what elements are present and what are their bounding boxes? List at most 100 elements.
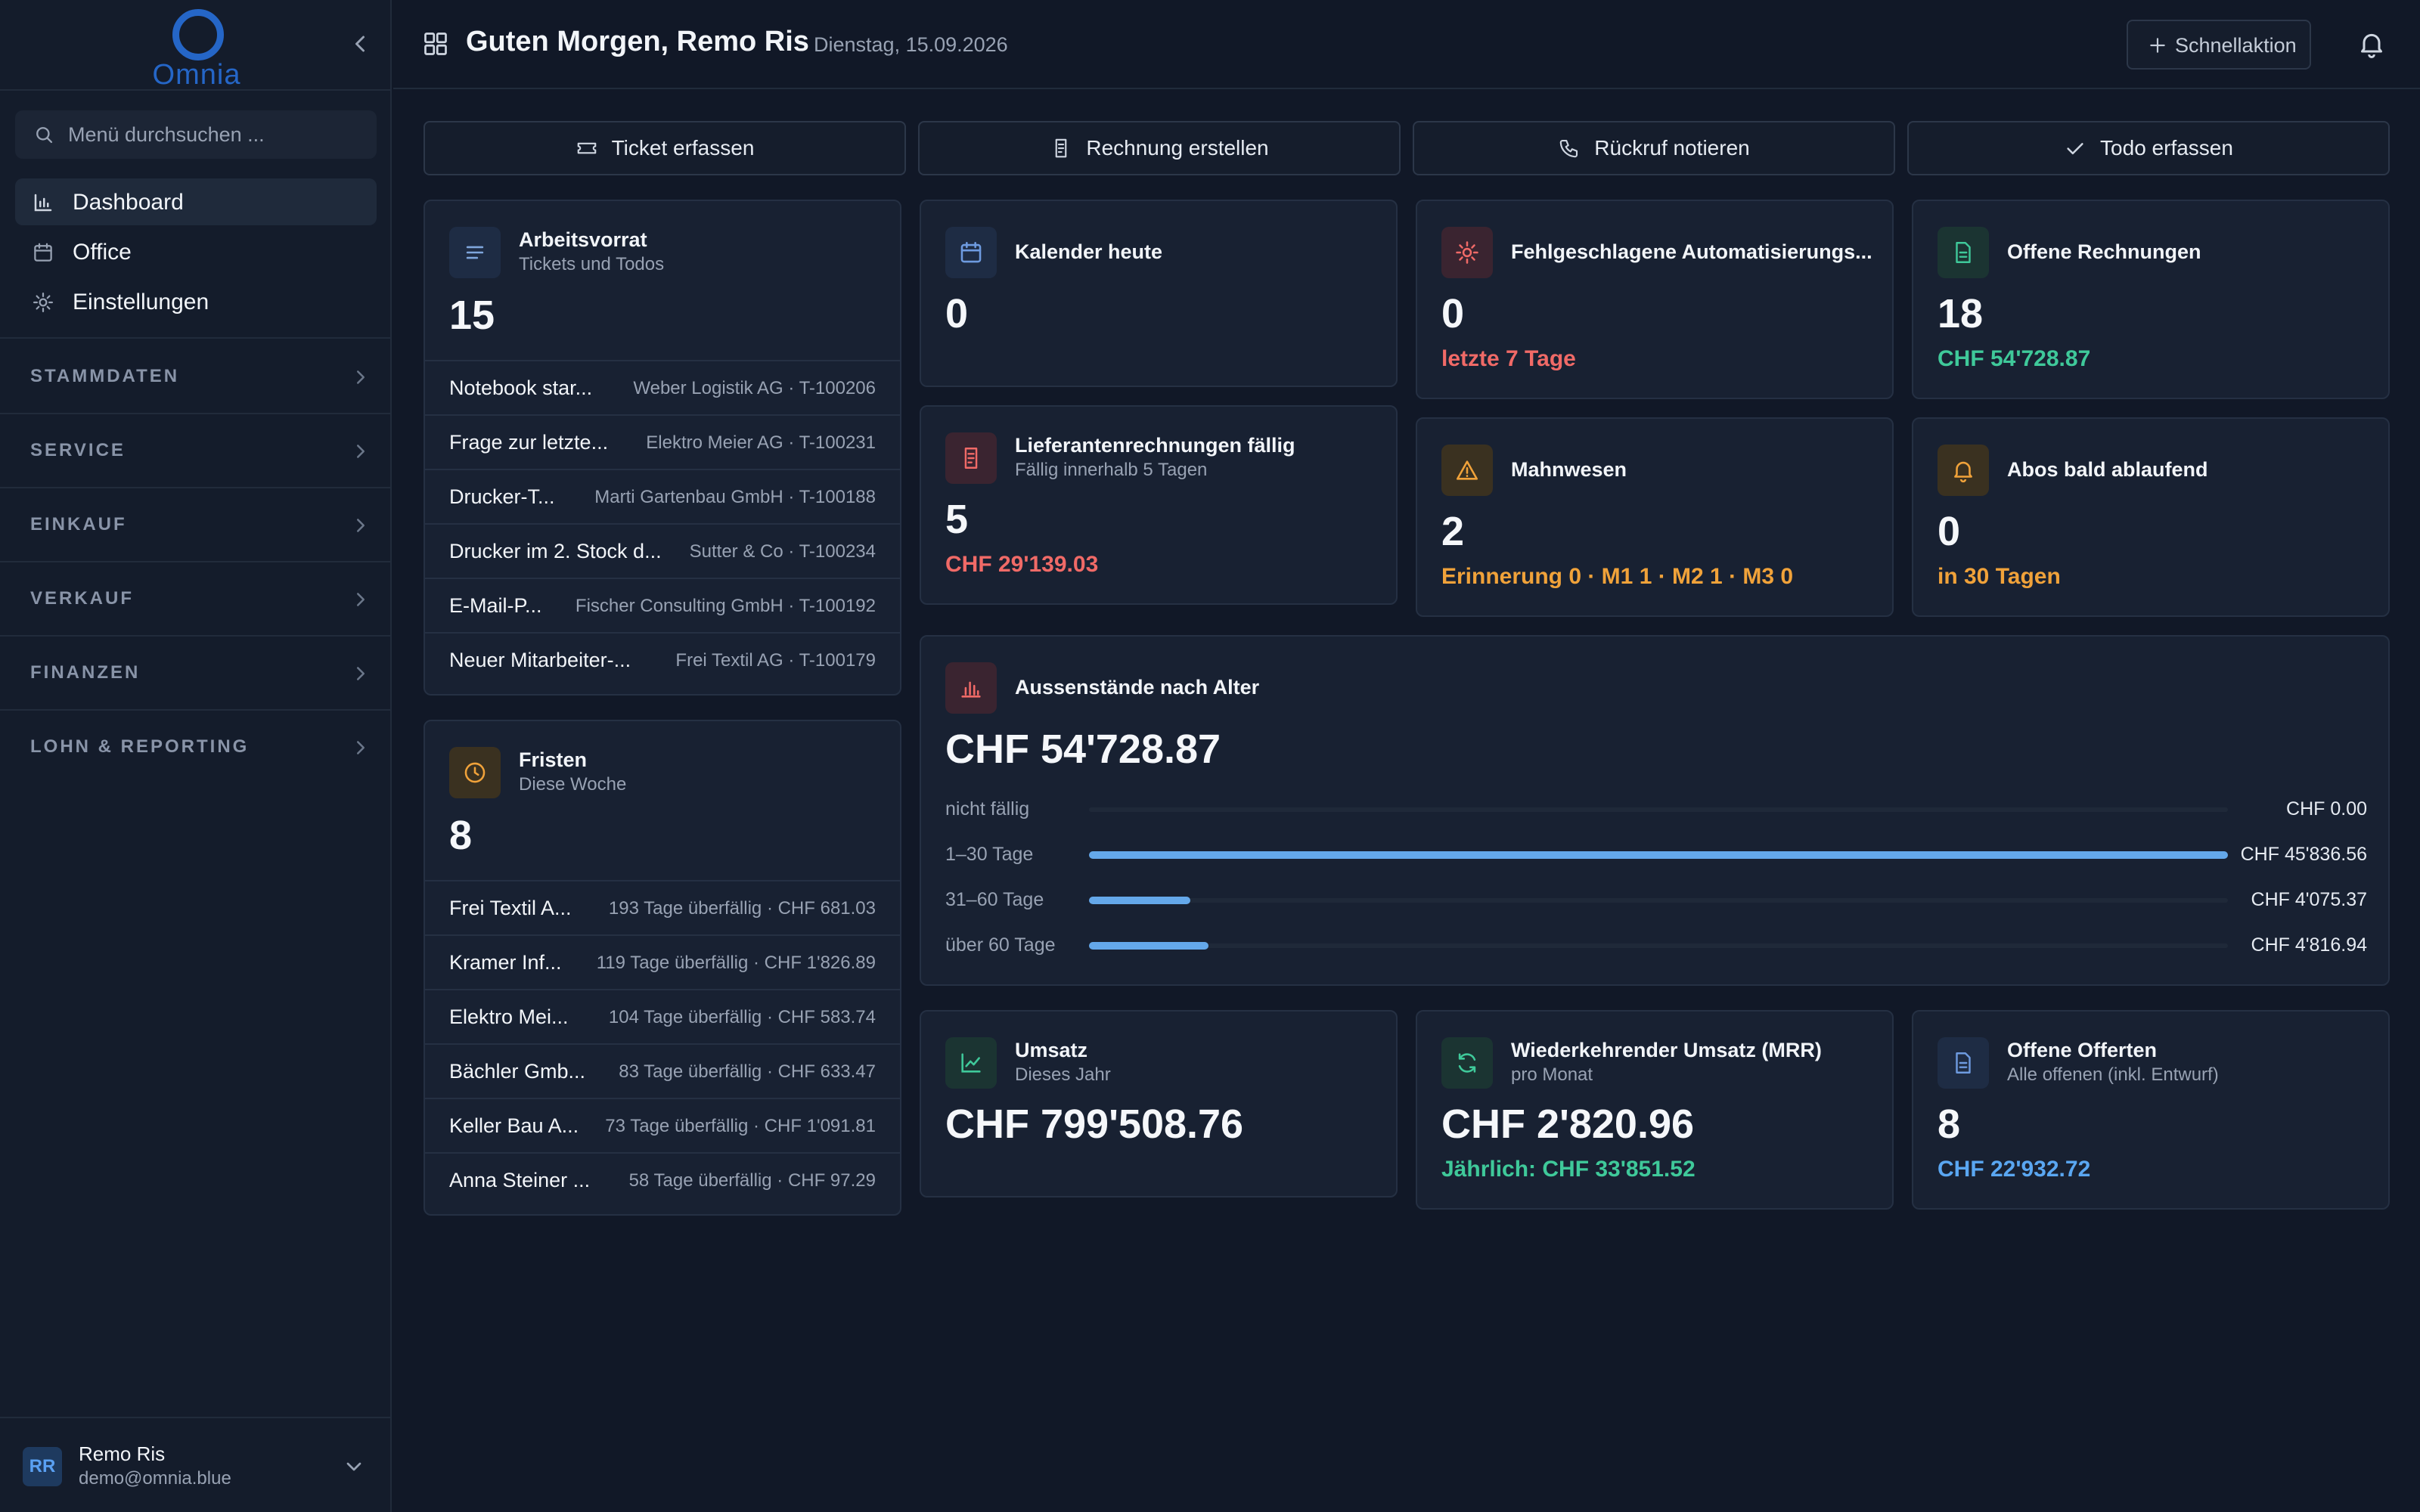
calendar-card[interactable]: Kalender heute 0: [920, 200, 1398, 387]
collapse-sidebar-button[interactable]: [346, 30, 374, 57]
button-label: Rückruf notieren: [1594, 136, 1750, 160]
sidebar-section-lohn-reporting[interactable]: LOHN & REPORTING: [0, 711, 392, 785]
list-item[interactable]: E-Mail-P... Fischer Consulting GmbH · T-…: [425, 578, 900, 632]
receipt-icon: [964, 448, 978, 469]
list-item-title: Elektro Mei...: [449, 1005, 569, 1028]
aging-bar-track: [1089, 807, 2228, 812]
logo-ring: [172, 9, 224, 60]
receivables-aging-card[interactable]: Aussenstände nach Alter CHF 54'728.87 ni…: [920, 635, 2390, 986]
create-invoice-button[interactable]: Rechnung erstellen: [918, 121, 1401, 175]
gear-icon: [1456, 241, 1478, 264]
deadlines-card[interactable]: Fristen Diese Woche 8 Frei Textil A... 1…: [424, 720, 901, 1216]
sidebar-divider: [0, 337, 392, 339]
list-item[interactable]: Neuer Mitarbeiter-... Frei Textil AG · T…: [425, 632, 900, 686]
document-icon: [1956, 242, 1971, 263]
card-icon-box: [1441, 227, 1493, 278]
chevron-right-icon: [357, 593, 365, 606]
note-callback-button[interactable]: Rückruf notieren: [1413, 121, 1895, 175]
dunning-card[interactable]: Mahnwesen 2 Erinnerung 0 · M1 1 · M2 1 ·…: [1416, 417, 1894, 617]
sidebar-section-service[interactable]: SERVICE: [0, 414, 392, 488]
list-item[interactable]: Drucker im 2. Stock d... Sutter & Co · T…: [425, 523, 900, 578]
backlog-card[interactable]: Arbeitsvorrat Tickets und Todos 15 Noteb…: [424, 200, 901, 696]
sidebar-section-finanzen[interactable]: FINANZEN: [0, 637, 392, 711]
sidebar-item-settings[interactable]: Einstellungen: [15, 278, 377, 325]
sidebar-item-dashboard[interactable]: Dashboard: [15, 178, 377, 225]
subscriptions-card[interactable]: Abos bald ablaufend 0 in 30 Tagen: [1912, 417, 2390, 617]
menu-search-input[interactable]: [68, 116, 363, 153]
supplier-invoices-count: 5: [945, 497, 969, 542]
open-invoices-card[interactable]: Offene Rechnungen 18 CHF 54'728.87: [1912, 200, 2390, 399]
list-item-meta: 193 Tage überfällig · CHF 681.03: [608, 898, 876, 919]
list-item[interactable]: Elektro Mei... 104 Tage überfällig · CHF…: [425, 989, 900, 1043]
aging-row-value: CHF 4'075.37: [2251, 889, 2367, 910]
button-label: Todo erfassen: [2100, 136, 2233, 160]
chevron-right-icon: [357, 667, 365, 680]
aging-row: über 60 Tage CHF 4'816.94: [945, 931, 2367, 962]
ticket-icon: [577, 142, 596, 154]
gear-icon: [33, 293, 53, 312]
user-email: demo@omnia.blue: [79, 1468, 231, 1489]
sidebar-section-label: LOHN & REPORTING: [30, 736, 250, 757]
open-invoices-count: 18: [1938, 291, 1984, 336]
sidebar-item-label: Office: [73, 240, 132, 265]
list-item-meta: 83 Tage überfällig · CHF 633.47: [619, 1061, 876, 1082]
list-item-meta: 58 Tage überfällig · CHF 97.29: [628, 1170, 876, 1191]
failed-automations-count: 0: [1441, 291, 1465, 336]
list-item[interactable]: Anna Steiner ... 58 Tage überfällig · CH…: [425, 1152, 900, 1207]
aging-row: nicht fällig CHF 0.00: [945, 795, 2367, 826]
create-ticket-button[interactable]: Ticket erfassen: [424, 121, 906, 175]
card-subtitle: Alle offenen (inkl. Entwurf): [2007, 1064, 2219, 1085]
chevron-right-icon: [357, 519, 365, 532]
mrr-card[interactable]: Wiederkehrender Umsatz (MRR) pro Monat C…: [1416, 1010, 1894, 1210]
mrr-value: CHF 2'820.96: [1441, 1101, 1695, 1147]
card-subtitle: Fällig innerhalb 5 Tagen: [1015, 460, 1208, 480]
notifications-button[interactable]: [2356, 29, 2387, 59]
card-icon-box: [945, 432, 997, 484]
user-menu[interactable]: RR Remo Ris demo@omnia.blue: [0, 1417, 392, 1512]
bell-icon: [1954, 461, 1972, 483]
list-item-title: Frei Textil A...: [449, 897, 572, 919]
open-offers-card[interactable]: Offene Offerten Alle offenen (inkl. Entw…: [1912, 1010, 2390, 1210]
supplier-invoices-card[interactable]: Lieferantenrechnungen fällig Fällig inne…: [920, 405, 1398, 605]
aging-row-label: nicht fällig: [945, 798, 1030, 820]
search-icon: [36, 127, 53, 144]
sidebar-item-label: Dashboard: [73, 190, 184, 215]
list-item[interactable]: Kramer Inf... 119 Tage überfällig · CHF …: [425, 934, 900, 989]
sidebar-section-label: VERKAUF: [30, 588, 135, 609]
page-title: Guten Morgen, Remo Ris: [466, 26, 809, 57]
menu-search[interactable]: [15, 110, 377, 159]
list-item-meta: Fischer Consulting GmbH · T-100192: [575, 596, 876, 616]
receipt-icon: [1056, 138, 1067, 158]
omnia-logo[interactable]: Omnia: [136, 6, 257, 91]
chevron-down-icon: [346, 1462, 361, 1471]
list-item-title: Drucker im 2. Stock d...: [449, 540, 662, 562]
sidebar-section-verkauf[interactable]: VERKAUF: [0, 562, 392, 637]
list-item[interactable]: Frei Textil A... 193 Tage überfällig · C…: [425, 880, 900, 934]
chevron-right-icon: [357, 445, 365, 458]
sidebar-section-label: SERVICE: [30, 440, 126, 460]
quick-action-button[interactable]: Schnellaktion: [2127, 20, 2311, 70]
list-item[interactable]: Drucker-T... Marti Gartenbau GmbH · T-10…: [425, 469, 900, 523]
create-todo-button[interactable]: Todo erfassen: [1907, 121, 2390, 175]
sidebar: Omnia Dashboard Office Einstellungen STA…: [0, 0, 392, 1512]
list-item-title: Neuer Mitarbeiter-...: [449, 649, 631, 671]
sidebar-section-einkauf[interactable]: EINKAUF: [0, 488, 392, 562]
list-item[interactable]: Frage zur letzte... Elektro Meier AG · T…: [425, 414, 900, 469]
failed-automations-period: letzte 7 Tage: [1441, 346, 1576, 371]
revenue-card[interactable]: Umsatz Dieses Jahr CHF 799'508.76: [920, 1010, 1398, 1198]
aging-row-label: 31–60 Tage: [945, 889, 1044, 910]
list-icon: [466, 246, 484, 259]
check-icon: [2067, 143, 2083, 155]
failed-automations-card[interactable]: Fehlgeschlagene Automatisierungs... 0 le…: [1416, 200, 1894, 399]
aging-row: 1–30 Tage CHF 45'836.56: [945, 841, 2367, 871]
sidebar-section-label: STAMMDATEN: [30, 366, 180, 386]
list-item[interactable]: Bächler Gmb... 83 Tage überfällig · CHF …: [425, 1043, 900, 1098]
sidebar-section-stammdaten[interactable]: STAMMDATEN: [0, 340, 392, 414]
offers-amount: CHF 22'932.72: [1938, 1157, 2091, 1182]
list-item[interactable]: Notebook star... Weber Logistik AG · T-1…: [425, 360, 900, 414]
list-item[interactable]: Keller Bau A... 73 Tage überfällig · CHF…: [425, 1098, 900, 1152]
card-icon-box: [1441, 1037, 1493, 1089]
list-item-title: E-Mail-P...: [449, 594, 542, 617]
user-name: Remo Ris: [79, 1442, 166, 1465]
sidebar-item-office[interactable]: Office: [15, 228, 377, 275]
